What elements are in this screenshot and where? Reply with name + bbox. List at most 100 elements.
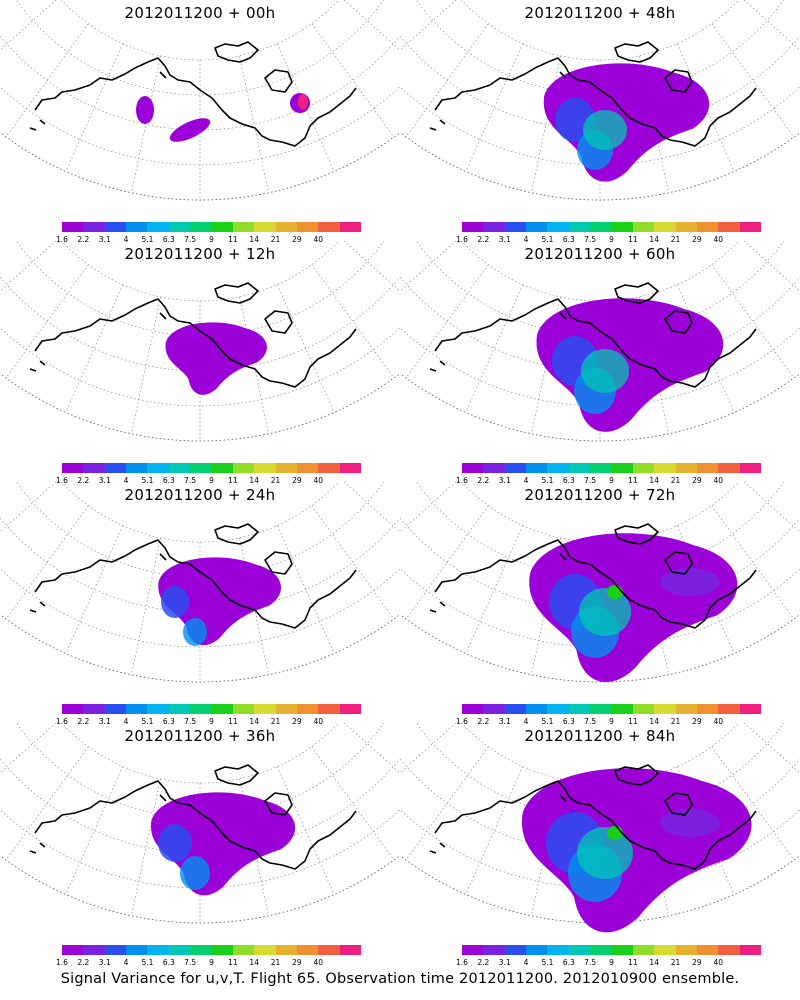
colorbar-swatch bbox=[211, 945, 233, 955]
panel-title: 2012011200 + 00h bbox=[124, 4, 276, 22]
colorbar-tick-label: 2.2 bbox=[77, 717, 90, 726]
colorbar-swatch bbox=[211, 222, 233, 232]
colorbar-tick-label: 5.1 bbox=[141, 235, 154, 244]
colorbar-swatch bbox=[611, 704, 633, 714]
colorbar-tick-label: 40 bbox=[313, 958, 324, 967]
colorbar-swatch bbox=[739, 945, 762, 955]
colorbar-swatch bbox=[296, 463, 319, 473]
colorbar-tick-label: 1.6 bbox=[56, 476, 68, 485]
colorbar-tick-label: 5.1 bbox=[141, 958, 154, 967]
panel-title: 2012011200 + 84h bbox=[524, 727, 676, 745]
colorbar-swatch bbox=[590, 945, 612, 955]
polar-map bbox=[400, 0, 800, 201]
colorbar-swatch bbox=[318, 222, 340, 232]
colorbar-tick-label: 29 bbox=[692, 476, 702, 485]
colorbar-tick-label: 29 bbox=[692, 958, 702, 967]
colorbar-swatch bbox=[568, 463, 591, 473]
colorbar-tick-label: 6.3 bbox=[562, 476, 575, 485]
colorbar-tick-label: 3.1 bbox=[498, 717, 511, 726]
colorbar-tick-label: 14 bbox=[649, 476, 659, 485]
colorbar-tick-label: 3.1 bbox=[498, 958, 511, 967]
colorbar-tick-label: 29 bbox=[692, 717, 702, 726]
colorbar-swatch bbox=[483, 222, 505, 232]
colorbar-tick-label: 14 bbox=[249, 717, 259, 726]
colorbar-swatch bbox=[675, 704, 697, 714]
colorbar-tick-label: 1.6 bbox=[456, 235, 468, 244]
colorbar-swatch bbox=[62, 704, 84, 714]
polar-map bbox=[0, 0, 400, 201]
colorbar-tick-label: 2.2 bbox=[477, 235, 490, 244]
colorbar-tick-label: 40 bbox=[713, 476, 724, 485]
colorbar-tick-label: 11 bbox=[628, 235, 638, 244]
colorbar-tick-label: 7.5 bbox=[584, 958, 597, 967]
colorbar-swatch bbox=[568, 945, 591, 955]
colorbar-tick-label: 4 bbox=[123, 958, 129, 967]
colorbar-tick-label: 40 bbox=[713, 717, 724, 726]
colorbar-tick-label: 2.2 bbox=[477, 476, 490, 485]
map-panel: 2012011200 + 24h 1.6 2.2 3.1 4 5.1 6.3 7.5 9 11 14… bbox=[0, 482, 400, 726]
map-panel: 2012011200 + 36h 1.6 2.2 3.1 4 5.1 6.3 7.5 9 11 14… bbox=[0, 723, 400, 967]
colorbar-tick-label: 2.2 bbox=[77, 235, 90, 244]
colorbar-swatch bbox=[696, 704, 719, 714]
colorbar-swatch bbox=[190, 463, 212, 473]
colorbar-tick-label: 5.1 bbox=[141, 476, 154, 485]
colorbar-swatch bbox=[526, 704, 548, 714]
colorbar-swatch bbox=[318, 945, 340, 955]
colorbar-tick-label: 4 bbox=[523, 476, 529, 485]
polar-map bbox=[400, 723, 800, 933]
colorbar-swatch bbox=[632, 222, 655, 232]
colorbar-tick-label: 7.5 bbox=[184, 476, 197, 485]
colorbar-swatch bbox=[232, 704, 255, 714]
colorbar-tick-label: 4 bbox=[123, 476, 129, 485]
polar-map bbox=[400, 482, 800, 683]
colorbar-tick-label: 11 bbox=[228, 717, 238, 726]
colorbar bbox=[462, 704, 762, 714]
colorbar-swatch bbox=[739, 704, 762, 714]
colorbar-swatch bbox=[654, 704, 676, 714]
colorbar-tick-label: 7.5 bbox=[584, 476, 597, 485]
colorbar-swatch bbox=[632, 463, 655, 473]
variance-field bbox=[543, 63, 710, 182]
colorbar-swatch bbox=[296, 222, 319, 232]
colorbar-tick-label: 4 bbox=[123, 235, 129, 244]
colorbar-tick-label: 29 bbox=[292, 717, 302, 726]
colorbar-swatch bbox=[104, 222, 127, 232]
colorbar-tick-label: 9 bbox=[209, 958, 214, 967]
colorbar-tick-label: 6.3 bbox=[162, 958, 175, 967]
colorbar-labels: 1.6 2.2 3.1 4 5.1 6.3 7.5 9 11 14 21 29 40 bbox=[56, 235, 361, 245]
polar-map bbox=[0, 723, 400, 924]
colorbar-tick-label: 3.1 bbox=[498, 235, 511, 244]
colorbar-swatch bbox=[339, 945, 362, 955]
colorbar-tick-label: 4 bbox=[523, 958, 529, 967]
panel-title: 2012011200 + 24h bbox=[124, 486, 276, 504]
colorbar-swatch bbox=[126, 222, 148, 232]
colorbar-swatch bbox=[339, 704, 362, 714]
colorbar-swatch bbox=[147, 222, 169, 232]
colorbar-tick-label: 7.5 bbox=[584, 235, 597, 244]
colorbar-tick-label: 2.2 bbox=[477, 717, 490, 726]
colorbar-tick-label: 9 bbox=[209, 235, 214, 244]
colorbar-labels: 1.6 2.2 3.1 4 5.1 6.3 7.5 9 11 14 21 29 40 bbox=[56, 958, 361, 968]
coastline bbox=[429, 282, 757, 388]
colorbar-tick-label: 11 bbox=[628, 476, 638, 485]
colorbar-swatch bbox=[232, 463, 255, 473]
colorbar-swatch bbox=[526, 945, 548, 955]
colorbar-tick-label: 9 bbox=[609, 717, 614, 726]
colorbar-swatch bbox=[611, 222, 633, 232]
colorbar-swatch bbox=[611, 945, 633, 955]
variance-field bbox=[165, 322, 267, 395]
colorbar-tick-label: 6.3 bbox=[162, 717, 175, 726]
colorbar-labels: 1.6 2.2 3.1 4 5.1 6.3 7.5 9 11 14 21 29 40 bbox=[456, 476, 761, 486]
colorbar-tick-label: 21 bbox=[270, 235, 281, 244]
colorbar-tick-label: 11 bbox=[628, 958, 638, 967]
colorbar-swatch bbox=[654, 463, 676, 473]
colorbar-swatch bbox=[718, 463, 740, 473]
coastline bbox=[29, 282, 357, 388]
map-panel: 2012011200 + 84h 1.6 2.2 3.1 4 5.1 6.3 7.5 9 11 14… bbox=[400, 723, 800, 967]
colorbar-labels: 1.6 2.2 3.1 4 5.1 6.3 7.5 9 11 14 21 29 40 bbox=[56, 717, 361, 727]
colorbar-swatch bbox=[504, 222, 527, 232]
colorbar-tick-label: 2.2 bbox=[77, 958, 90, 967]
coastline bbox=[29, 41, 357, 147]
colorbar-tick-label: 9 bbox=[209, 717, 214, 726]
colorbar-swatch bbox=[296, 704, 319, 714]
